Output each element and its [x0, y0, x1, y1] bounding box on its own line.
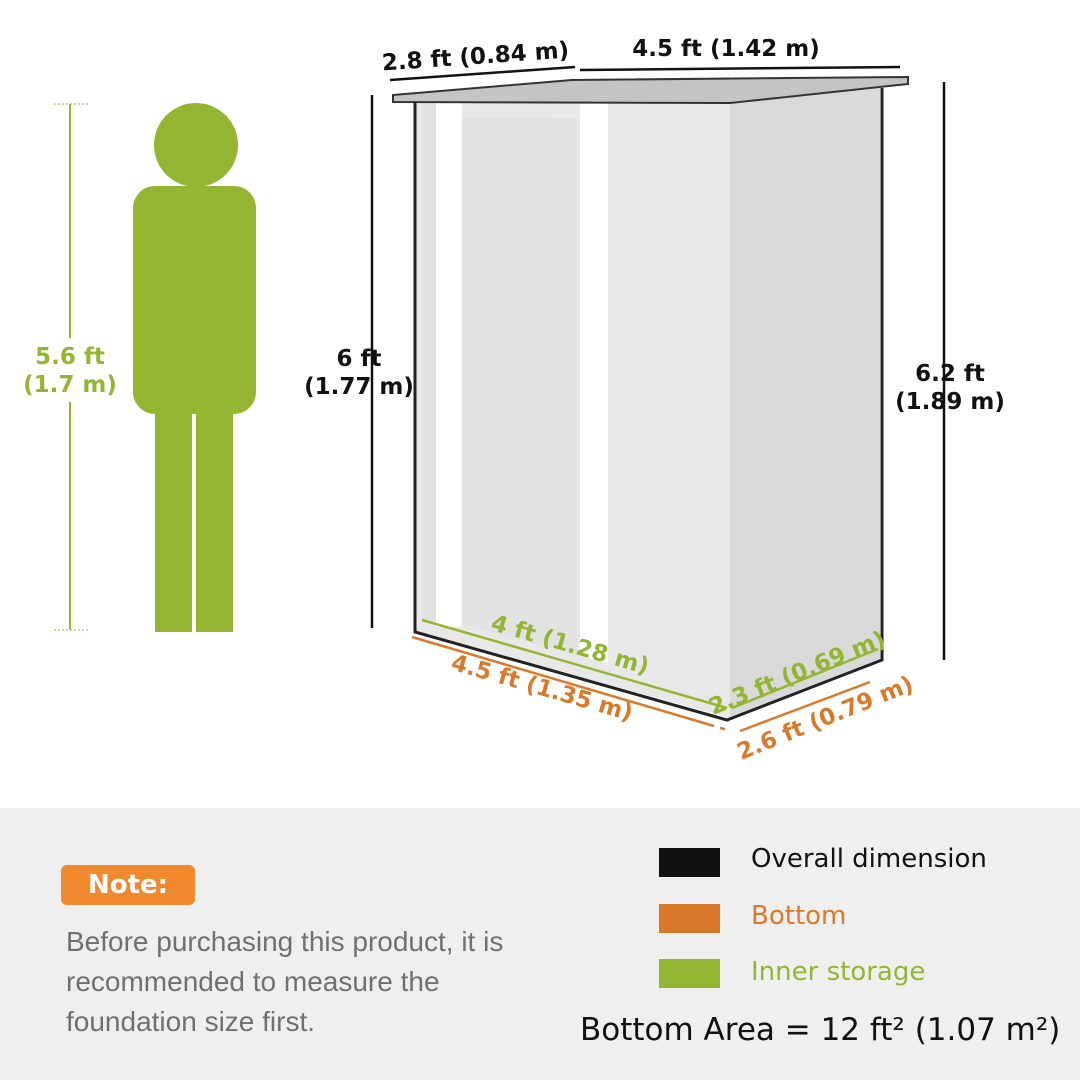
person-height-m: (1.7 m)	[23, 372, 117, 398]
note-text: Before purchasing this product, it is re…	[66, 926, 504, 1037]
roof-depth-label: 2.8 ft (0.84 m)	[381, 38, 570, 77]
legend-swatch-overall	[659, 848, 720, 877]
person-height-ft: 5.6 ft	[35, 344, 105, 370]
back-height-ft: 6.2 ft	[915, 361, 985, 387]
legend-swatch-inner	[659, 959, 720, 988]
legend-label-bottom: Bottom	[751, 901, 847, 931]
overall-dimension-lines	[370, 65, 946, 660]
legend-label-inner: Inner storage	[751, 957, 926, 987]
info-panel	[0, 808, 1080, 1080]
front-height-ft: 6 ft	[336, 346, 381, 372]
inner-storage-lines	[421, 618, 879, 710]
back-height-m: (1.89 m)	[895, 389, 1005, 415]
legend-label-overall: Overall dimension	[751, 844, 987, 874]
legend-swatch-bottom	[659, 904, 720, 933]
front-height-m: (1.77 m)	[304, 374, 414, 400]
note-badge: Note:	[61, 865, 195, 905]
bottom-lines	[411, 635, 871, 733]
bottom-area: Bottom Area = 12 ft² (1.07 m²)	[580, 1012, 1061, 1048]
shed	[392, 75, 909, 722]
dimension-diagram: 5.6 ft (1.7 m) 2.8 ft (0.84 m) 4.5 ft (1…	[23, 36, 1005, 766]
person-silhouette	[133, 103, 256, 632]
person-height-line	[54, 103, 88, 631]
roof-width-label: 4.5 ft (1.42 m)	[632, 36, 820, 62]
